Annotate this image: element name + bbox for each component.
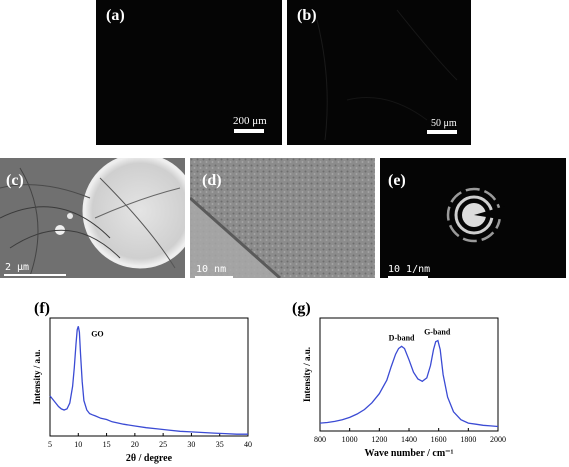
panel-e-diffraction xyxy=(446,187,505,243)
panel-d-scale-text: 10 nm xyxy=(196,264,227,275)
panel-d-label: (d) xyxy=(202,172,222,189)
panel-f-label: (f) xyxy=(34,300,50,317)
x-axis-label: Wave number / cm⁻¹ xyxy=(365,448,454,459)
x-tick-label: 1000 xyxy=(342,435,358,444)
panel-b-label: (b) xyxy=(297,7,317,24)
x-tick-label: 25 xyxy=(159,440,167,449)
panel-d-image: (d) 10 nm xyxy=(190,158,375,278)
x-tick-label: 800 xyxy=(314,435,326,444)
x-tick-label: 1200 xyxy=(371,435,387,444)
panel-a-image: (a) 200 μm xyxy=(96,0,282,145)
panel-e-scale-bar xyxy=(388,276,428,278)
x-tick-label: 2000 xyxy=(490,435,506,444)
panel-b-image: (b) 50 μm xyxy=(287,0,471,145)
x-axis-label: 2θ / degree xyxy=(126,453,173,464)
panel-d-texture xyxy=(190,158,375,278)
x-tick-label: 1800 xyxy=(460,435,476,444)
x-tick-label: 35 xyxy=(216,440,224,449)
panel-g-label: (g) xyxy=(292,300,311,317)
y-axis-label: Intensity / a.u. xyxy=(32,349,42,404)
panel-c-scale-text: 2 μm xyxy=(5,262,30,273)
xrd-chart: 5 10 15 20 25 30 35 40 2θ / degree Intensity / a.… xyxy=(32,317,252,464)
panel-c-image: (c) 2 μm xyxy=(0,158,185,278)
panel-c-label: (c) xyxy=(6,172,24,189)
peak-annotation: G-band xyxy=(424,328,451,337)
raman-chart: 800 1000 1200 1400 1600 1800 2000 Wave number /… xyxy=(302,317,506,459)
panel-b-texture xyxy=(316,9,458,141)
panel-a-label: (a) xyxy=(106,7,125,24)
x-tick-label: 10 xyxy=(74,440,82,449)
peak-annotation: GO xyxy=(91,329,103,338)
peak-annotation: D-band xyxy=(389,333,415,342)
panel-b-scale-text: 50 μm xyxy=(431,118,457,129)
panel-e-image: (e) 10 1/nm xyxy=(380,158,566,278)
series-line xyxy=(319,339,499,428)
panel-c-texture xyxy=(0,158,185,278)
x-tick-label: 40 xyxy=(244,440,252,449)
panel-a-scale-text: 200 μm xyxy=(233,115,267,127)
plot-frame xyxy=(49,317,249,437)
panel-b-scale-bar xyxy=(427,130,457,134)
series-line xyxy=(49,326,248,435)
x-tick-label: 20 xyxy=(131,440,139,449)
panel-c-scale-bar xyxy=(4,274,66,276)
x-tick-label: 1400 xyxy=(401,435,417,444)
x-tick-label: 1600 xyxy=(431,435,447,444)
x-tick-label: 5 xyxy=(48,440,52,449)
x-tick-label: 15 xyxy=(103,440,111,449)
panel-e-scale-text: 10 1/nm xyxy=(388,264,431,275)
y-axis-label: Intensity / a.u. xyxy=(302,347,312,402)
x-tick-label: 30 xyxy=(187,440,195,449)
panel-a-scale-bar xyxy=(234,129,264,133)
panel-e-label: (e) xyxy=(388,172,406,189)
panel-d-scale-bar xyxy=(195,276,233,278)
